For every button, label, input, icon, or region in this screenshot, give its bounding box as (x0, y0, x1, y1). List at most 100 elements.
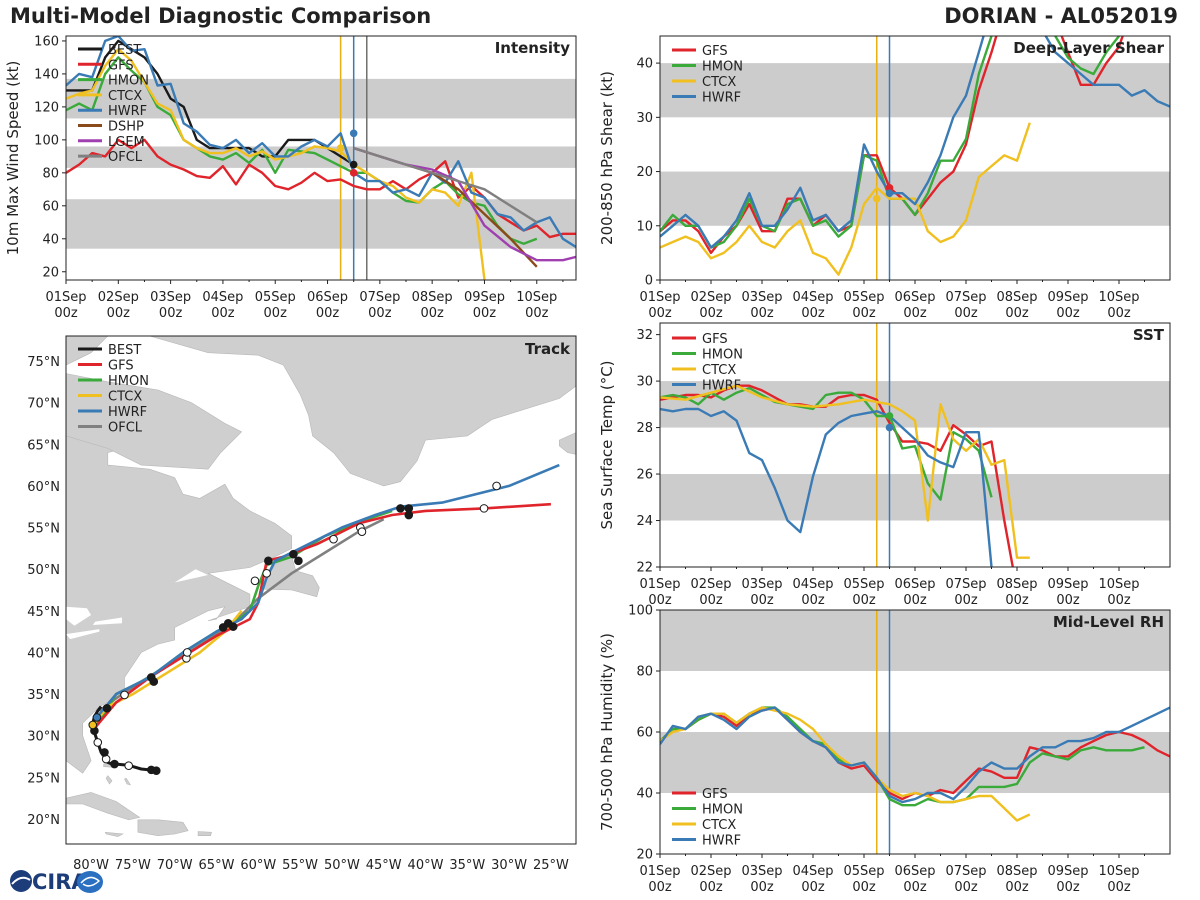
sst-legend-label-ctcx: CTCX (702, 363, 736, 378)
track-point-18 (218, 623, 228, 632)
rh-xtick-hour: 00z (1056, 880, 1080, 895)
track-ytick-label: 65°N (27, 438, 60, 453)
sst-series-hwrf-3 (660, 407, 993, 567)
rh-xtick-day: 09Sep (1047, 864, 1088, 879)
sst-series-hmon-1 (660, 386, 993, 501)
rh-xtick-day: 02Sep (690, 864, 731, 879)
track-legend-label-ofcl: OFCL (108, 421, 143, 436)
sst-xtick-hour: 00z (1005, 593, 1029, 608)
shear-series-ctcx-2 (660, 122, 1031, 276)
intensity-point-1 (349, 129, 358, 138)
track-xtick-label: 70°W (157, 858, 193, 873)
track-point-5 (100, 748, 109, 757)
sst-series-group (660, 384, 1030, 567)
intensity-legend-label-ctcx: CTCX (108, 89, 142, 104)
track-xtick-label: 75°W (115, 858, 151, 873)
intensity-ytick-label: 100 (34, 133, 59, 148)
lake-1 (66, 606, 92, 626)
rh-xtick-day: 07Sep (945, 864, 986, 879)
shear-xtick-day: 01Sep (639, 290, 680, 305)
track-point-9 (92, 713, 102, 722)
rh-xtick-day: 03Sep (741, 864, 782, 879)
intensity-series-ctcx-3 (66, 48, 486, 280)
track-xtick-label: 50°W (324, 858, 360, 873)
track-point-10 (102, 703, 112, 713)
intensity-legend-label-gfs: GFS (108, 58, 134, 73)
shear-xtick-hour: 00z (750, 306, 774, 321)
shear-point-1 (872, 194, 881, 203)
track-point-27 (396, 504, 405, 513)
sst-ytick-label: 26 (636, 468, 653, 483)
intensity-ytick-label: 20 (42, 265, 59, 280)
intensity-ytick-label: 160 (34, 34, 59, 49)
track-point-15 (182, 648, 192, 657)
shear-xtick-hour: 00z (1107, 306, 1131, 321)
land-shape-5 (558, 432, 576, 455)
shear-xtick-day: 09Sep (1047, 290, 1088, 305)
shear-panel-title: Deep-Layer Shear (1013, 39, 1164, 57)
intensity-xtick-day: 02Sep (98, 290, 139, 305)
sst-xtick-day: 10Sep (1098, 577, 1139, 592)
track-ytick-label: 75°N (27, 355, 60, 370)
rh-xtick-hour: 00z (648, 880, 672, 895)
track-xtick-label: 35°W (449, 858, 485, 873)
shear-ytick-label: 40 (636, 57, 653, 72)
shear-legend-label-gfs: GFS (702, 44, 728, 59)
shear-xtick-day: 02Sep (690, 290, 731, 305)
rh-panel-title: Mid-Level RH (1053, 613, 1164, 631)
rh-xtick-day: 01Sep (639, 864, 680, 879)
lake-3 (92, 617, 122, 625)
sst-xtick-hour: 00z (1056, 593, 1080, 608)
land-shape-6 (66, 792, 141, 821)
intensity-xtick-hour: 00z (316, 306, 340, 321)
track-point-22 (289, 549, 298, 559)
track-xtick-label: 80°W (73, 858, 109, 873)
intensity-xtick-hour: 00z (473, 306, 497, 321)
rh-xtick-hour: 00z (852, 880, 876, 895)
land-shape-4 (149, 336, 576, 487)
track-point-6 (93, 738, 103, 747)
sst-xtick-day: 01Sep (639, 577, 680, 592)
rh-series-ctcx-2 (660, 706, 1031, 822)
intensity-ylabel: 10m Max Wind Speed (kt) (4, 61, 22, 256)
intensity-legend-label-hmon: HMON (108, 74, 149, 89)
sst-xtick-hour: 00z (954, 593, 978, 608)
shear-xtick-day: 03Sep (741, 290, 782, 305)
intensity-legend-label-ofcl: OFCL (108, 150, 143, 165)
intensity-ytick-label: 40 (42, 232, 59, 247)
rh-band-0 (660, 732, 1170, 793)
rh-ylabel: 700-500 hPa Humidity (%) (598, 633, 616, 831)
shear-ytick-label: 10 (636, 219, 653, 234)
intensity-xtick-day: 08Sep (412, 290, 453, 305)
rh-legend-label-ctcx: CTCX (702, 818, 736, 833)
intensity-ytick-label: 140 (34, 67, 59, 82)
intensity-ytick-label: 80 (42, 166, 59, 181)
intensity-frame (65, 35, 577, 281)
shear-xtick-hour: 00z (903, 306, 927, 321)
shear-series-hwrf-3 (660, 36, 1170, 249)
sst-xtick-day: 09Sep (1047, 577, 1088, 592)
sst-xtick-hour: 00z (750, 593, 774, 608)
track-ytick-label: 55°N (27, 522, 60, 537)
track-point-31 (492, 481, 501, 491)
track-point-2 (124, 761, 134, 771)
rh-xtick-hour: 00z (801, 880, 825, 895)
sst-legend-label-hwrf: HWRF (702, 379, 741, 394)
sst-xtick-day: 04Sep (792, 577, 833, 592)
rh-ytick-label: 60 (636, 726, 653, 741)
track-xtick-label: 45°W (366, 858, 402, 873)
shear-xtick-hour: 00z (954, 306, 978, 321)
shear-point-0 (885, 184, 894, 192)
sst-panel-title: SST (1133, 326, 1165, 344)
track-point-13 (146, 673, 156, 682)
track-ytick-label: 40°N (27, 646, 60, 661)
track-point-29 (404, 510, 414, 520)
land-shape-7 (137, 819, 189, 837)
rh-ytick-label: 20 (636, 848, 653, 863)
shear-point-2 (885, 189, 894, 198)
sst-xtick-day: 08Sep (996, 577, 1037, 592)
track-xtick-label: 40°W (408, 858, 444, 873)
sst-xtick-hour: 00z (699, 593, 723, 608)
shear-xtick-hour: 00z (648, 306, 672, 321)
